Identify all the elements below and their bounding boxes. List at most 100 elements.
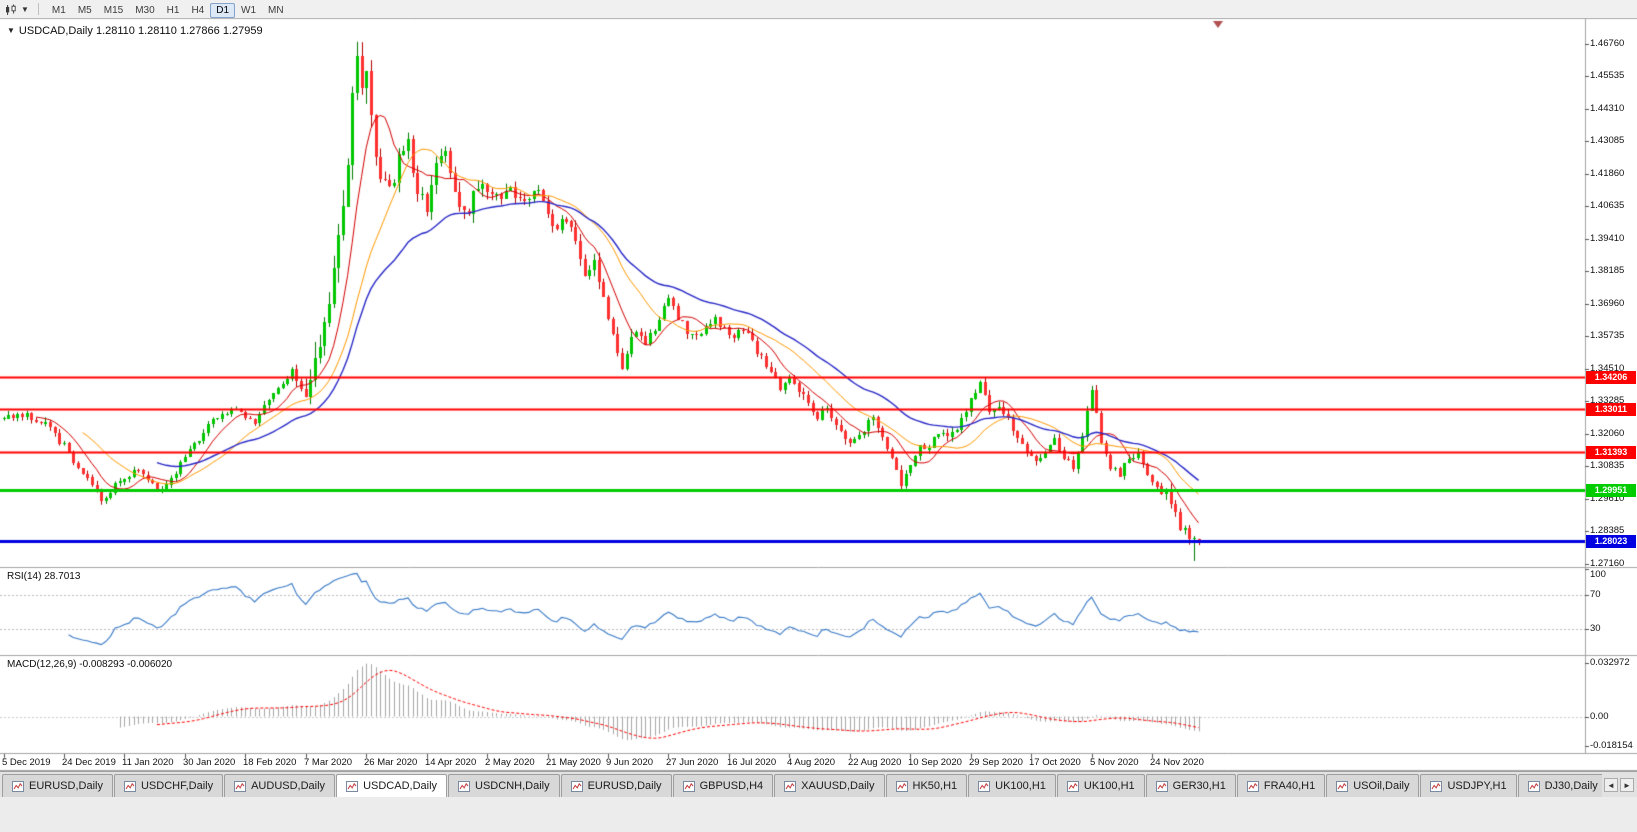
chart-tab-icon (1527, 780, 1540, 792)
chart-type-caret-icon[interactable]: ▼ (21, 4, 29, 14)
chart-tab-usdchf-daily[interactable]: USDCHF,Daily (113, 774, 224, 797)
chart-tab-icon (234, 780, 247, 792)
price-axis-label: 1.27160 (1590, 558, 1625, 569)
chart-tab-label: DJ30,Daily (1544, 780, 1598, 792)
timeframe-button-W1[interactable]: W1 (241, 5, 257, 16)
chart-tab-icon (1246, 780, 1259, 792)
chart-tab-label: USOil,Daily (1353, 780, 1410, 792)
price-axis-label: 1.40635 (1590, 200, 1625, 211)
chart-tab-icon (784, 780, 797, 792)
rsi-indicator-label: RSI(14) 28.7013 (7, 571, 80, 582)
hline-price-tag[interactable]: 1.34206 (1586, 371, 1636, 384)
timeframe-button-D1[interactable]: D1 (210, 3, 236, 18)
chart-tab-eurusd-daily[interactable]: EURUSD,Daily (2, 774, 113, 797)
price-axis-label: 1.43085 (1590, 135, 1625, 146)
rsi-axis-label: 100 (1590, 569, 1606, 580)
chart-tab-label: HK50,H1 (912, 780, 958, 792)
chart-tab-uk100-h1[interactable]: UK100,H1 (968, 774, 1056, 797)
date-axis-label: 18 Feb 2020 (243, 757, 297, 768)
date-axis-label: 9 Jun 2020 (606, 757, 654, 768)
ohlc-open: 1.28110 (95, 25, 135, 37)
date-axis-label: 22 Aug 2020 (848, 757, 902, 768)
chart-tab-icon (458, 780, 471, 792)
timeframe-button-H4[interactable]: H4 (191, 5, 205, 16)
chart-tab-ger30-h1[interactable]: GER30,H1 (1145, 774, 1236, 797)
chart-tab-icon (1430, 780, 1443, 792)
date-axis-label: 17 Oct 2020 (1029, 757, 1081, 768)
chart-tab-label: EURUSD,Daily (29, 780, 103, 792)
ohlc-high: 1.28110 (137, 25, 177, 37)
chart-title-symbol: USDCAD,Daily (18, 25, 93, 37)
chart-tab-label: GER30,H1 (1172, 780, 1226, 792)
chart-tab-label: USDJPY,H1 (1447, 780, 1507, 792)
chart-tab-uk100-h1[interactable]: UK100,H1 (1056, 774, 1145, 797)
chart-tab-xauusd-daily[interactable]: XAUUSD,Daily (774, 774, 885, 797)
rsi-axis-label: 30 (1590, 623, 1601, 634)
hline-price-tag[interactable]: 1.33011 (1586, 403, 1636, 416)
macd-axis-label: -0.018154 (1590, 740, 1633, 751)
chart-tab-hk50-h1[interactable]: HK50,H1 (885, 774, 968, 797)
price-axis-label: 1.28385 (1590, 525, 1625, 536)
tab-scroll-left-icon[interactable]: ◄ (1604, 778, 1618, 792)
chart-tab-label: USDCHF,Daily (140, 780, 214, 792)
price-axis-label: 1.30835 (1590, 460, 1625, 471)
price-axis-label: 1.39410 (1590, 233, 1625, 244)
macd-main-value: -0.008293 (79, 659, 125, 670)
price-axis-label: 1.32060 (1590, 428, 1625, 439)
ohlc-low: 1.27866 (179, 25, 220, 37)
chart-tab-dj30-daily[interactable]: DJ30,Daily (1517, 774, 1602, 797)
chart-tab-usoil-daily[interactable]: USOil,Daily (1326, 774, 1420, 797)
chart-tabs: EURUSD,Daily USDCHF,Daily AUDUSD,Daily USDC… (2, 774, 1602, 797)
price-axis-label: 1.41860 (1590, 168, 1625, 179)
timeframe-button-MN[interactable]: MN (268, 5, 284, 16)
chart-tab-gbpusd-h4[interactable]: GBPUSD,H4 (672, 774, 774, 797)
timeframe-button-M15[interactable]: M15 (103, 5, 124, 16)
timeframe-button-M30[interactable]: M30 (135, 5, 155, 16)
date-axis-label: 7 Mar 2020 (304, 757, 353, 768)
price-axis-label: 1.45535 (1590, 70, 1625, 81)
status-bar (0, 797, 1637, 832)
rsi-value: 28.7013 (44, 571, 81, 582)
price-axis-label: 1.46760 (1590, 38, 1625, 49)
chart-tab-usdcnh-daily[interactable]: USDCNH,Daily (448, 774, 560, 797)
chart-tab-label: GBPUSD,H4 (699, 780, 764, 792)
date-axis-label: 4 Aug 2020 (787, 757, 836, 768)
timeframe-button-M1[interactable]: M1 (51, 5, 66, 16)
chart-tabs-bar: EURUSD,Daily USDCHF,Daily AUDUSD,Daily USDC… (0, 771, 1637, 797)
tab-scroll-right-icon[interactable]: ► (1620, 778, 1634, 792)
chart-collapse-icon[interactable]: ▼ (7, 26, 15, 35)
rsi-axis-label: 70 (1590, 589, 1601, 600)
chart-tab-icon (682, 780, 695, 792)
hline-price-tag[interactable]: 1.29951 (1586, 484, 1636, 497)
chart-tab-icon (978, 780, 991, 792)
timeframe-button-H1[interactable]: H1 (166, 5, 180, 16)
ohlc-close: 1.27959 (222, 25, 263, 37)
chart-tab-fra40-h1[interactable]: FRA40,H1 (1236, 774, 1326, 797)
chart-tab-icon (123, 780, 136, 792)
date-axis-label: 10 Sep 2020 (908, 757, 962, 768)
chart-tab-usdcad-daily[interactable]: USDCAD,Daily (336, 774, 448, 797)
hline-price-tag[interactable]: 1.28023 (1586, 535, 1636, 548)
price-axis-label: 1.44310 (1590, 103, 1625, 114)
chart-tab-icon (346, 780, 359, 792)
chart-tab-usdjpy-h1[interactable]: USDJPY,H1 (1420, 774, 1517, 797)
macd-axis-label: 0.00 (1590, 711, 1609, 722)
chart-tab-icon (570, 780, 583, 792)
date-axis-label: 24 Dec 2019 (62, 757, 116, 768)
rsi-name: RSI(14) (7, 571, 42, 582)
chart-tab-eurusd-daily[interactable]: EURUSD,Daily (560, 774, 672, 797)
chart-tab-icon (1066, 780, 1079, 792)
chart-tab-label: AUDUSD,Daily (251, 780, 326, 792)
timeframe-button-M5[interactable]: M5 (77, 5, 92, 16)
chart-tab-icon (1155, 780, 1168, 792)
date-axis-label: 29 Sep 2020 (969, 757, 1023, 768)
date-axis-label: 16 Jul 2020 (727, 757, 777, 768)
date-axis-label: 27 Jun 2020 (666, 757, 719, 768)
candlestick-chart-icon[interactable] (4, 4, 17, 16)
hline-price-tag[interactable]: 1.31393 (1586, 446, 1636, 459)
date-axis-label: 2 May 2020 (485, 757, 535, 768)
chart-tab-audusd-daily[interactable]: AUDUSD,Daily (224, 774, 336, 797)
chart-tab-label: UK100,H1 (1083, 780, 1135, 792)
